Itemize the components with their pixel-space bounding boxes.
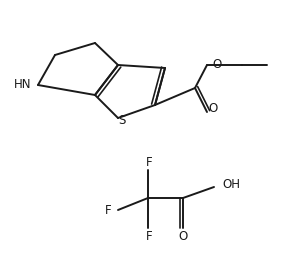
Text: O: O (208, 102, 218, 116)
Text: O: O (212, 58, 221, 71)
Text: OH: OH (222, 178, 240, 191)
Text: F: F (146, 230, 152, 242)
Text: S: S (118, 114, 126, 127)
Text: F: F (104, 204, 111, 217)
Text: F: F (146, 155, 152, 168)
Text: O: O (178, 230, 188, 243)
Text: HN: HN (14, 78, 31, 91)
